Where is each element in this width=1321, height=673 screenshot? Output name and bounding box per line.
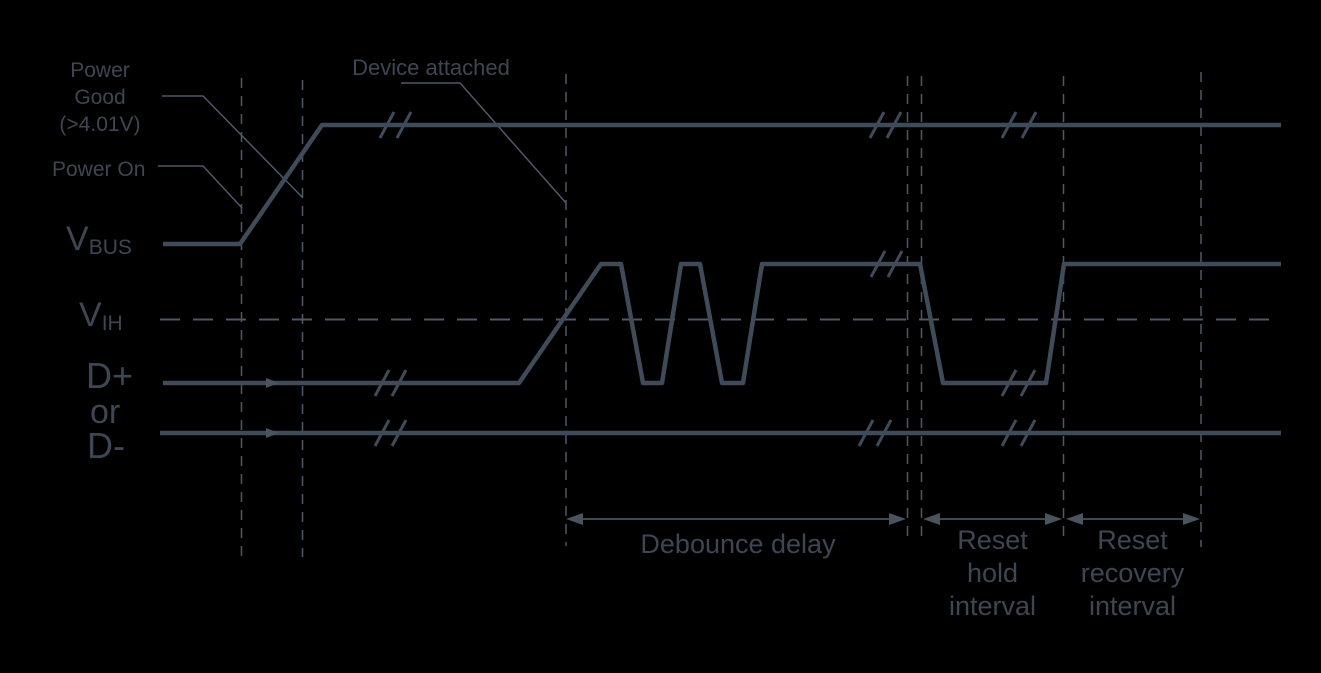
vbus-signal-label: VBUS	[66, 220, 132, 260]
vbus-waveform	[163, 122, 1281, 247]
vbus-break-1	[378, 111, 413, 139]
dminus-break-1	[373, 419, 408, 447]
or-label: or	[90, 393, 121, 431]
reset-hold-arrow	[923, 513, 1062, 525]
dplus-waveform	[163, 261, 1281, 386]
power-on-leader-line	[158, 165, 243, 209]
vih-signal-label: VIH	[79, 296, 123, 336]
dplus-flow-arrow-icon	[266, 378, 279, 388]
device-attached-label: Device attached	[352, 55, 510, 80]
debounce-delay-arrow	[566, 513, 906, 525]
device-attached-leader-line	[401, 82, 567, 204]
power-good-leader-line	[162, 95, 303, 198]
dminus-break-3	[1000, 419, 1037, 447]
debounce-delay-label: Debounce delay	[640, 529, 836, 559]
dminus-flow-arrow-icon	[266, 428, 279, 438]
reset-recovery-arrow	[1066, 513, 1200, 525]
vbus-break-2	[868, 111, 903, 139]
power-on-label: Power On	[52, 158, 146, 181]
dminus-signal-label: D-	[87, 425, 125, 466]
vbus-break-3	[1000, 111, 1038, 139]
power-good-label: Power Good (>4.01V)	[59, 59, 141, 136]
dplus-break-2	[869, 250, 904, 278]
dplus-signal-label: D+	[86, 355, 134, 396]
arrow-right-icon	[889, 513, 906, 525]
dminus-break-2	[857, 419, 893, 447]
dplus-break-1	[373, 369, 408, 397]
arrow-left-icon	[566, 513, 583, 525]
arrow-left-icon	[1066, 513, 1083, 525]
reset-recovery-interval-label: Reset recovery interval	[1080, 525, 1185, 621]
arrow-right-icon	[1183, 513, 1200, 525]
dplus-break-3	[1000, 369, 1037, 397]
arrow-right-icon	[1045, 513, 1062, 525]
reset-hold-interval-label: Reset hold interval	[948, 525, 1037, 621]
arrow-left-icon	[923, 513, 940, 525]
